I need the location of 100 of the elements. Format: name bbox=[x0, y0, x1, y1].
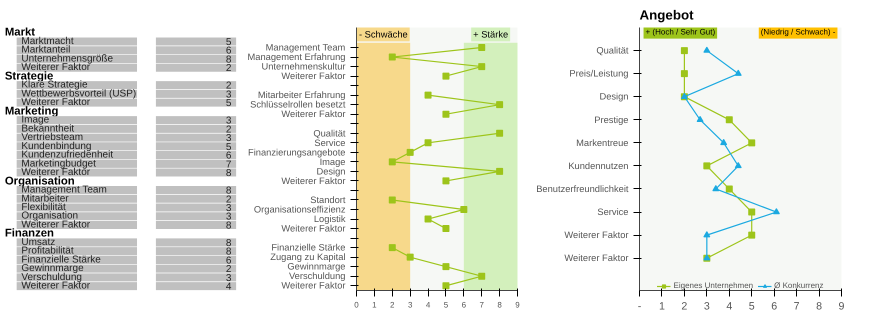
y-tick-label: Prestige bbox=[594, 114, 629, 125]
data-label: 6 bbox=[226, 46, 232, 57]
y-tick-label: Qualität bbox=[596, 46, 629, 56]
data-label: 2 bbox=[226, 80, 232, 92]
category-label: Organisation bbox=[21, 210, 78, 222]
data-label: 5 bbox=[226, 36, 232, 48]
annotation: + (Hoch / Sehr Gut) bbox=[646, 28, 716, 37]
x-tick-label: 1 bbox=[658, 300, 665, 312]
x-tick-label: 7 bbox=[480, 300, 484, 310]
data-label: 8 bbox=[226, 220, 232, 232]
y-tick-label: Organisationseffizienz bbox=[254, 204, 346, 215]
x-tick-label: 2 bbox=[390, 300, 396, 310]
x-tick-label: 0 bbox=[354, 300, 360, 310]
data-label: 2 bbox=[226, 264, 232, 276]
y-tick-label: Service bbox=[314, 138, 346, 148]
y-tick-label: Finanzierungsangebote bbox=[248, 147, 346, 158]
category-label: Finanzielle Stärke bbox=[21, 254, 102, 266]
category-label: Verschuldung bbox=[21, 272, 82, 283]
data-label: 6 bbox=[226, 255, 232, 266]
y-tick-label: Schlüsselrollen besetzt bbox=[250, 100, 346, 110]
y-tick-label: Preis/Leistung bbox=[569, 68, 629, 79]
category-label: Flexibilität bbox=[21, 202, 66, 213]
x-tick-label: 4 bbox=[426, 300, 431, 310]
y-tick-label: Mitarbeiter Erfahrung bbox=[258, 90, 346, 100]
category-label: Organisation bbox=[4, 175, 75, 188]
x-tick-label: 6 bbox=[771, 300, 778, 312]
y-tick-label: Design bbox=[316, 166, 346, 176]
y-tick-label: Standort bbox=[310, 194, 346, 205]
y-tick-label: Kundennutzen bbox=[568, 160, 629, 171]
y-tick-label: Weiterer Faktor bbox=[281, 176, 346, 186]
data-label: 3 bbox=[226, 116, 232, 127]
y-tick-label: Management Team bbox=[266, 42, 346, 53]
x-tick-label: 5 bbox=[444, 300, 449, 310]
data-label: 4 bbox=[226, 282, 232, 293]
x-tick-label: 9 bbox=[838, 300, 845, 312]
y-tick-label: Markentreue bbox=[576, 138, 629, 148]
y-tick-label: Weiterer Faktor bbox=[564, 253, 629, 264]
y-tick-label: Image bbox=[320, 156, 346, 167]
y-tick-label: Weiterer Faktor bbox=[281, 224, 346, 234]
data-label: 2 bbox=[226, 194, 232, 206]
x-tick-label: 9 bbox=[515, 300, 520, 310]
data-label: 5 bbox=[226, 142, 232, 153]
x-tick-label: 8 bbox=[816, 300, 822, 312]
x-tick-label: 7 bbox=[794, 300, 800, 312]
data-label: 8 bbox=[226, 186, 232, 197]
category-label: Weiterer Faktor bbox=[21, 219, 91, 230]
y-tick-label: Verschuldung bbox=[288, 271, 346, 282]
x-tick-label: 2 bbox=[681, 300, 688, 312]
y-tick-label: Weiterer Faktor bbox=[281, 71, 346, 82]
band-label: - Schwäche bbox=[358, 29, 408, 40]
category-label: Gewinnmarge bbox=[21, 263, 84, 274]
category-label: Unternehmensgröße bbox=[21, 53, 114, 64]
x-tick-label: - bbox=[638, 300, 642, 312]
data-label: 8 bbox=[226, 54, 232, 66]
chart-title: Angebot bbox=[640, 8, 694, 22]
y-tick-label: Weiterer Faktor bbox=[564, 230, 629, 240]
y-tick-label: Qualität bbox=[313, 128, 346, 138]
data-label: 2 bbox=[226, 63, 232, 74]
legend-label: Eigenes Unternehmen bbox=[674, 281, 754, 290]
y-tick-label: Benutzerfreundlichkeit bbox=[536, 184, 629, 194]
category-label: Wettbewerbsvorteil (USP) bbox=[21, 88, 136, 100]
annotation: (Niedrig / Schwach) - bbox=[760, 28, 836, 37]
y-tick-label: Zugang zu Kapital bbox=[270, 252, 346, 262]
category-label: Weiterer Faktor bbox=[21, 280, 91, 292]
category-label: Strategie bbox=[4, 70, 54, 82]
x-tick-label: 4 bbox=[726, 300, 732, 312]
data-label: 3 bbox=[226, 133, 232, 144]
data-label: 8 bbox=[226, 168, 232, 180]
x-tick-label: 3 bbox=[408, 300, 413, 310]
category-label: Image bbox=[21, 114, 50, 126]
y-tick-label: Gewinnmarge bbox=[287, 262, 346, 272]
x-tick-label: 1 bbox=[372, 300, 378, 310]
data-label: 6 bbox=[226, 150, 232, 162]
data-label: 8 bbox=[226, 238, 232, 249]
data-label: 3 bbox=[226, 89, 232, 100]
y-tick-label: Service bbox=[597, 207, 629, 218]
category-label: Marketing bbox=[4, 105, 58, 118]
category-label: Marketingbudget bbox=[21, 158, 96, 170]
band-label: + Stärke bbox=[473, 29, 508, 40]
data-label: 3 bbox=[226, 212, 232, 223]
category-label: Management Team bbox=[21, 184, 107, 196]
category-label: Kundenbindung bbox=[21, 140, 92, 152]
y-tick-label: Management Erfahrung bbox=[247, 52, 346, 62]
data-label: 7 bbox=[226, 159, 232, 170]
data-label: 3 bbox=[226, 272, 232, 284]
y-tick-label: Design bbox=[599, 92, 629, 102]
x-tick-label: 5 bbox=[748, 300, 755, 312]
y-tick-label: Unternehmenskultur bbox=[262, 62, 346, 72]
x-tick-label: 6 bbox=[462, 300, 467, 310]
y-tick-label: Weiterer Faktor bbox=[281, 109, 346, 120]
x-tick-label: 8 bbox=[497, 300, 502, 310]
legend-label: Ø Konkurrenz bbox=[774, 281, 824, 290]
y-tick-label: Logistik bbox=[314, 214, 346, 224]
data-label: 2 bbox=[226, 124, 232, 136]
y-tick-label: Finanzielle Stärke bbox=[271, 242, 346, 253]
x-tick-label: 3 bbox=[704, 300, 710, 312]
y-tick-label: Weiterer Faktor bbox=[281, 280, 346, 291]
data-label: 3 bbox=[226, 202, 232, 214]
data-label: 5 bbox=[226, 98, 232, 110]
data-label: 8 bbox=[226, 246, 232, 258]
